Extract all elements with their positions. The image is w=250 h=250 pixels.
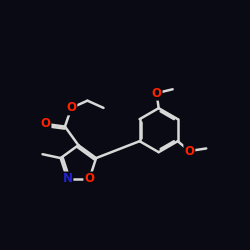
Text: O: O — [84, 172, 94, 186]
Text: O: O — [40, 118, 50, 130]
Text: O: O — [152, 87, 162, 100]
Text: O: O — [66, 102, 76, 114]
Text: N: N — [62, 172, 72, 186]
Text: O: O — [184, 144, 194, 158]
